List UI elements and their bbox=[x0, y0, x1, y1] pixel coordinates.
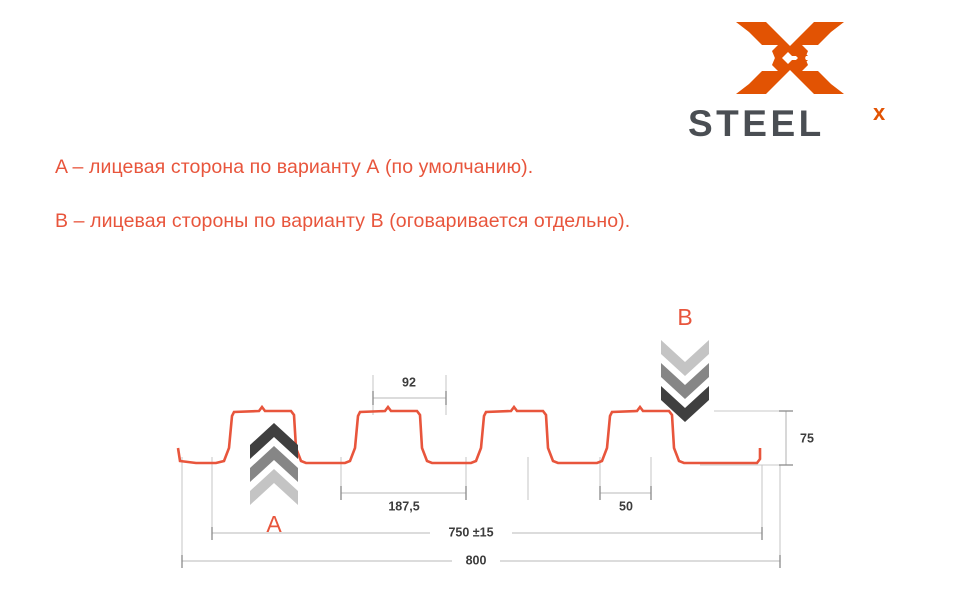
dimension-label-750: 750 ±15 bbox=[448, 525, 493, 539]
legend-notes: A – лицевая сторона по варианту А (по ум… bbox=[55, 155, 795, 234]
side-b-marker: B bbox=[661, 304, 709, 422]
steelx-x-mark-icon bbox=[736, 18, 844, 98]
dimension-total-width: 800 bbox=[181, 553, 781, 568]
side-b-label: B bbox=[677, 304, 692, 330]
note-side-a: A – лицевая сторона по варианту А (по ум… bbox=[55, 156, 534, 178]
dimension-label-75: 75 bbox=[800, 431, 814, 445]
dimension-label-187-5: 187,5 bbox=[388, 499, 419, 513]
side-a-label: A bbox=[266, 511, 282, 537]
note-side-b: B – лицевая стороны по варианту B (огова… bbox=[55, 209, 631, 232]
dimension-label-50: 50 bbox=[619, 499, 633, 513]
profile-technical-drawing: 92 187,5 50 750 ±15 800 75 bbox=[0, 285, 970, 597]
chevron-down-triple-icon bbox=[661, 340, 709, 422]
dimension-rib-top-width: 92 bbox=[372, 375, 447, 405]
profile-outline bbox=[176, 404, 762, 465]
dimension-cover-width: 750 ±15 bbox=[211, 525, 763, 540]
dimension-height: 75 bbox=[779, 410, 814, 466]
dimension-label-800: 800 bbox=[466, 553, 487, 567]
dimension-label-92: 92 bbox=[402, 375, 416, 389]
brand-wordmark: STEEL x bbox=[688, 100, 908, 146]
wordmark-steel-text: STEEL bbox=[688, 103, 825, 144]
chevron-up-triple-icon bbox=[250, 423, 298, 505]
dimension-pitch: 187,5 bbox=[340, 486, 467, 513]
wordmark-superscript-x: x bbox=[873, 102, 886, 125]
dimension-valley-width: 50 bbox=[599, 486, 652, 513]
side-a-marker: A bbox=[250, 423, 298, 537]
brand-logo: STEEL x bbox=[688, 18, 908, 146]
